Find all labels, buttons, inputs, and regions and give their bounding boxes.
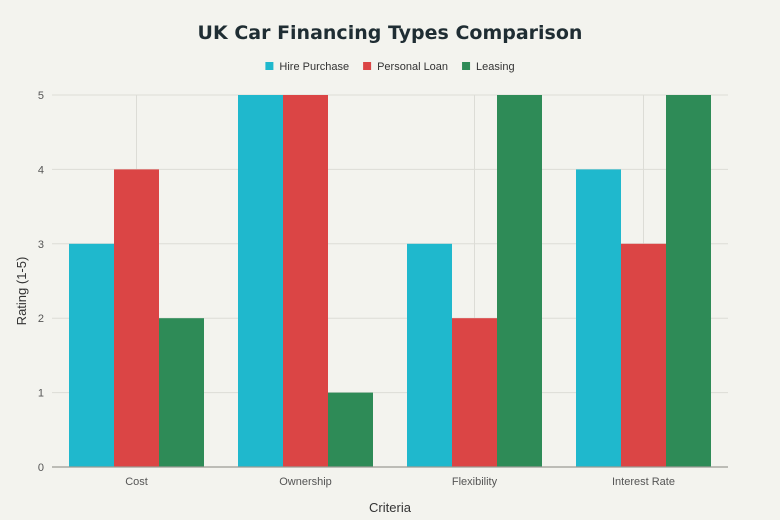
legend-item-personal-loan[interactable]: Personal Loan [363, 61, 448, 73]
legend-swatch [363, 62, 372, 70]
x-tick-label: Ownership [279, 476, 332, 488]
bar-personal-loan-flexibility[interactable] [452, 318, 497, 467]
bar-personal-loan-cost[interactable] [114, 169, 159, 467]
bar-leasing-ownership[interactable] [328, 392, 373, 467]
legend-swatch [462, 62, 471, 70]
bar-leasing-flexibility[interactable] [497, 95, 542, 467]
bar-leasing-interest-rate[interactable] [666, 95, 711, 467]
legend-label: Leasing [476, 61, 515, 73]
y-tick-label: 3 [38, 239, 44, 251]
x-tick-label: Cost [125, 476, 148, 488]
legend-swatch [265, 62, 274, 70]
y-tick-label: 0 [38, 462, 44, 474]
bar-hire-purchase-cost[interactable] [69, 243, 114, 467]
legend-label: Personal Loan [377, 61, 448, 73]
y-axis-title: Rating (1-5) [14, 257, 29, 326]
legend-item-leasing[interactable]: Leasing [462, 61, 515, 73]
bar-hire-purchase-interest-rate[interactable] [576, 169, 621, 467]
legend: Hire Purchase Personal Loan Leasing [265, 61, 515, 73]
chart-title: UK Car Financing Types Comparison [198, 22, 583, 44]
bar-hire-purchase-flexibility[interactable] [407, 243, 452, 467]
legend-item-hire-purchase[interactable]: Hire Purchase [265, 61, 349, 73]
bar-hire-purchase-ownership[interactable] [238, 95, 283, 467]
bar-leasing-cost[interactable] [159, 318, 204, 467]
bars [69, 95, 711, 467]
bar-personal-loan-interest-rate[interactable] [621, 243, 666, 467]
legend-label: Hire Purchase [279, 61, 349, 73]
y-tick-label: 5 [38, 90, 44, 102]
x-tick-label: Flexibility [452, 476, 498, 488]
y-tick-label: 1 [38, 388, 44, 400]
x-axis-title: Criteria [369, 500, 412, 515]
axes: 0 1 2 3 4 5 Cost Ownership Flexibility Interest R… [38, 90, 728, 488]
x-tick-label: Interest Rate [612, 476, 675, 488]
bar-personal-loan-ownership[interactable] [283, 95, 328, 467]
y-tick-label: 2 [38, 313, 44, 325]
y-tick-label: 4 [38, 164, 44, 176]
